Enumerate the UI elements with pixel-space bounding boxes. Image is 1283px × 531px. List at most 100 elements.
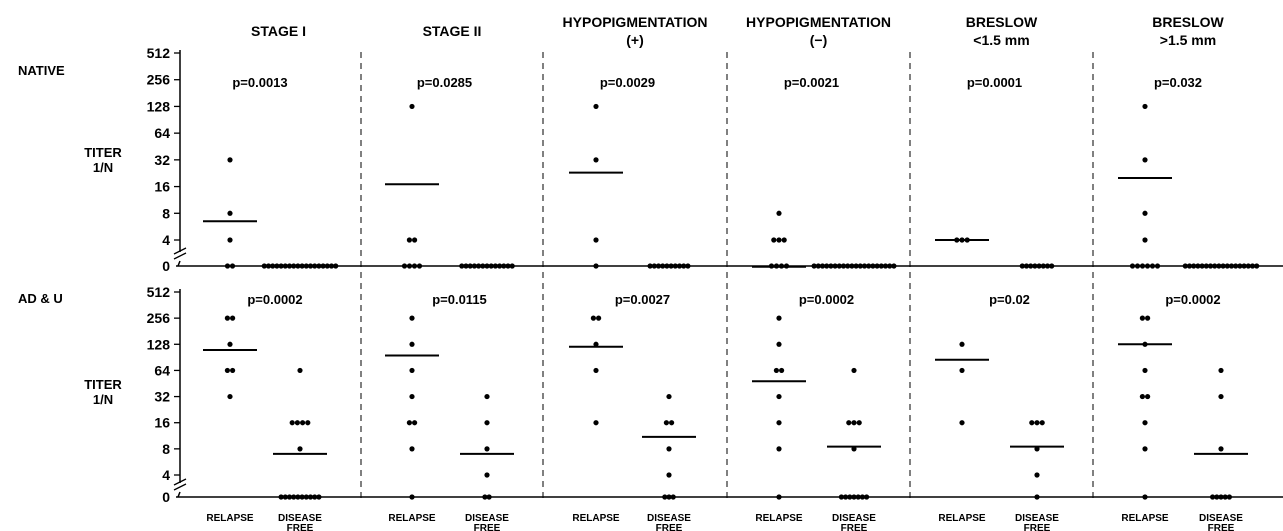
x-category-label: DISEASE [1015, 513, 1059, 524]
panel-subtitle: (+) [626, 32, 644, 48]
data-point [482, 494, 488, 500]
y-tick-label: 0 [162, 489, 170, 505]
data-point [856, 420, 862, 426]
data-point [776, 237, 782, 243]
y-tick-label: 8 [162, 441, 170, 457]
data-point [411, 263, 418, 269]
data-point [781, 237, 787, 243]
data-point [838, 494, 845, 500]
p-value-label: p=0.032 [1154, 75, 1202, 90]
data-point [328, 263, 335, 269]
data-point [1142, 494, 1148, 500]
axis-break-mark [173, 247, 187, 255]
data-point [1142, 420, 1148, 426]
data-point [666, 494, 672, 500]
data-point [299, 263, 305, 269]
data-point [484, 472, 490, 478]
data-point [227, 210, 233, 216]
data-point [776, 210, 782, 216]
data-point [295, 263, 301, 269]
data-point [484, 263, 490, 269]
panel-title: HYPOPIGMENTATION [563, 14, 708, 30]
data-point [401, 263, 408, 269]
data-point [291, 494, 297, 500]
data-point [1182, 263, 1188, 269]
p-value-label: p=0.0115 [432, 292, 487, 307]
data-point [316, 263, 322, 269]
data-point [409, 341, 415, 347]
y-tick-label: 64 [154, 125, 170, 141]
data-point [289, 420, 295, 426]
data-point [1040, 263, 1046, 269]
data-point [409, 367, 415, 374]
data-point [859, 494, 866, 500]
data-point [312, 494, 318, 500]
data-point [666, 393, 672, 400]
x-category-label: RELAPSE [1121, 513, 1169, 524]
data-point [312, 263, 318, 269]
data-point [484, 446, 490, 452]
y-tick-label: 4 [162, 232, 170, 248]
panel-subtitle: <1.5 mm [973, 32, 1029, 48]
data-point [864, 494, 870, 500]
data-point [811, 263, 817, 269]
y-axis-label: TITER [84, 145, 122, 160]
y-tick-label: 128 [147, 336, 171, 352]
x-category-label: RELAPSE [388, 513, 436, 524]
p-value-label: p=0.0002 [247, 292, 302, 307]
data-point [1218, 494, 1224, 500]
data-point [1044, 263, 1051, 269]
data-point [1145, 393, 1151, 400]
data-point [406, 420, 412, 426]
y-tick-label: 256 [147, 72, 171, 88]
x-category-label: FREE [656, 523, 683, 531]
data-point [1233, 263, 1239, 269]
data-point [593, 237, 599, 243]
data-point [286, 494, 293, 500]
x-category-label: FREE [841, 523, 868, 531]
data-point [666, 446, 672, 452]
data-point [849, 263, 855, 269]
data-point [1039, 420, 1045, 426]
x-category-label: DISEASE [278, 513, 322, 524]
panel-title: HYPOPIGMENTATION [746, 14, 891, 30]
panel-subtitle: >1.5 mm [1160, 32, 1216, 48]
data-point [416, 263, 423, 269]
data-point [776, 494, 782, 500]
data-point [265, 263, 272, 269]
y-tick-label: 512 [147, 284, 171, 300]
data-point [847, 494, 853, 500]
data-point [824, 263, 830, 269]
data-point [509, 263, 515, 269]
panel-title: STAGE II [423, 23, 482, 39]
panel-title: BRESLOW [966, 14, 1038, 30]
data-point [282, 494, 288, 500]
data-point [476, 263, 482, 269]
data-point [819, 263, 826, 269]
data-point [779, 367, 785, 374]
data-point [664, 263, 670, 269]
data-point [666, 472, 672, 478]
data-point [1142, 237, 1148, 243]
p-value-label: p=0.0002 [799, 292, 854, 307]
x-category-label: DISEASE [832, 513, 876, 524]
y-tick-label: 8 [162, 205, 170, 221]
data-point [224, 263, 231, 269]
data-point [1023, 263, 1030, 269]
data-point [959, 420, 965, 426]
data-point [1154, 263, 1161, 269]
data-point [484, 420, 490, 426]
x-category-label: FREE [474, 523, 501, 531]
data-point [1245, 263, 1251, 269]
data-point [488, 263, 494, 269]
data-point [1036, 263, 1042, 269]
data-point [891, 263, 897, 269]
data-point [1032, 263, 1038, 269]
data-point [1214, 494, 1220, 500]
y-axis-label: 1/N [93, 160, 113, 175]
data-point [1218, 446, 1224, 452]
x-category-label: FREE [287, 523, 314, 531]
data-point [828, 263, 834, 269]
data-point [307, 494, 314, 500]
data-point [870, 263, 876, 269]
